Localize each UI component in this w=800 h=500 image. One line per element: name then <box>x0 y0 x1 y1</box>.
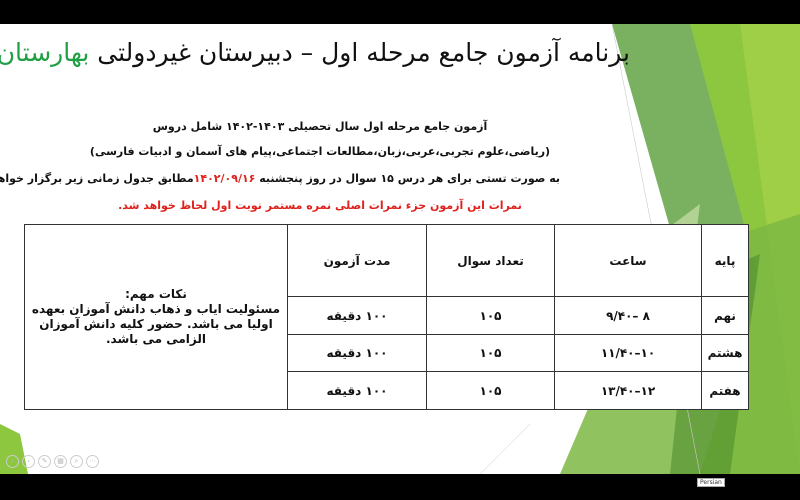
notes-cell: نکات مهم: مسئولیت ایاب و ذهاب دانش آموزا… <box>24 224 288 410</box>
pen-icon[interactable]: ✎ <box>38 455 51 468</box>
more-options-icon[interactable]: ⋯ <box>86 455 99 468</box>
cell-duration: ۱۰۰ دقیقه <box>287 296 427 335</box>
language-indicator[interactable]: Persian <box>697 478 725 487</box>
header-duration: مدت آزمون <box>287 224 427 297</box>
header-time: ساعت <box>554 224 702 297</box>
exam-date: ۱۴۰۲/۰۹/۱۶ <box>193 172 256 185</box>
cell-time: ۸ –۹/۴۰ <box>554 296 702 335</box>
header-grade: پایه <box>701 224 749 297</box>
table-row: نهم ۸ –۹/۴۰ ۱۰۵ ۱۰۰ دقیقه <box>25 296 749 335</box>
presentation-slide: برنامه آزمون جامع مرحله اول – دبیرستان غ… <box>0 24 800 474</box>
schedule-text: به صورت تستی برای هر درس ۱۵ سوال در روز … <box>259 172 560 185</box>
cell-time: ۱۲–۱۳/۴۰ <box>554 371 702 410</box>
intro-line: آزمون جامع مرحله اول سال تحصیلی ۱۴۰۳-۱۴۰… <box>152 120 488 133</box>
header-count: تعداد سوال <box>426 224 555 297</box>
title-main: برنامه آزمون جامع مرحله اول – دبیرستان غ… <box>97 38 630 67</box>
notes-title: نکات مهم: <box>125 287 187 301</box>
cell-count: ۱۰۵ <box>426 371 555 410</box>
cell-grade: نهم <box>701 296 749 335</box>
zoom-icon[interactable]: ⌕ <box>70 455 83 468</box>
cell-duration: ۱۰۰ دقیقه <box>287 334 427 372</box>
title-school-name: بهارستان <box>0 38 90 67</box>
slide-title: برنامه آزمون جامع مرحله اول – دبیرستان غ… <box>0 38 630 67</box>
next-slide-icon[interactable]: › <box>22 455 35 468</box>
cell-time: ۱۰–۱۱/۴۰ <box>554 334 702 372</box>
grades-note: نمرات این آزمون جزء نمرات اصلی نمره مستم… <box>118 199 522 212</box>
slides-grid-icon[interactable]: ▦ <box>54 455 67 468</box>
table-row: هشتم ۱۰–۱۱/۴۰ ۱۰۵ ۱۰۰ دقیقه <box>25 334 749 372</box>
slideshow-toolbar: ‹ › ✎ ▦ ⌕ ⋯ <box>6 455 99 468</box>
table-header-row: پایه ساعت تعداد سوال مدت آزمون نکات مهم:… <box>24 224 749 410</box>
previous-slide-icon[interactable]: ‹ <box>6 455 19 468</box>
cell-grade: هشتم <box>701 334 749 372</box>
cell-grade: هفتم <box>701 371 749 410</box>
table-row: هفتم ۱۲–۱۳/۴۰ ۱۰۵ ۱۰۰ دقیقه <box>25 371 749 410</box>
cell-duration: ۱۰۰ دقیقه <box>287 371 427 410</box>
cell-count: ۱۰۵ <box>426 334 555 372</box>
cell-count: ۱۰۵ <box>426 296 555 335</box>
notes-body: مسئولیت ایاب و ذهاب دانش آموزان بعهده او… <box>31 302 281 346</box>
exam-schedule-table: پایه ساعت تعداد سوال مدت آزمون نکات مهم:… <box>24 224 749 410</box>
schedule-line: به صورت تستی برای هر درس ۱۵ سوال در روز … <box>0 172 560 185</box>
subjects-line: (ریاضی،علوم تجربی،عربی،زبان،مطالعات اجتم… <box>89 145 551 158</box>
schedule-text-end: مطابق جدول زمانی زیر برگزار خواهد شد. <box>0 172 194 185</box>
